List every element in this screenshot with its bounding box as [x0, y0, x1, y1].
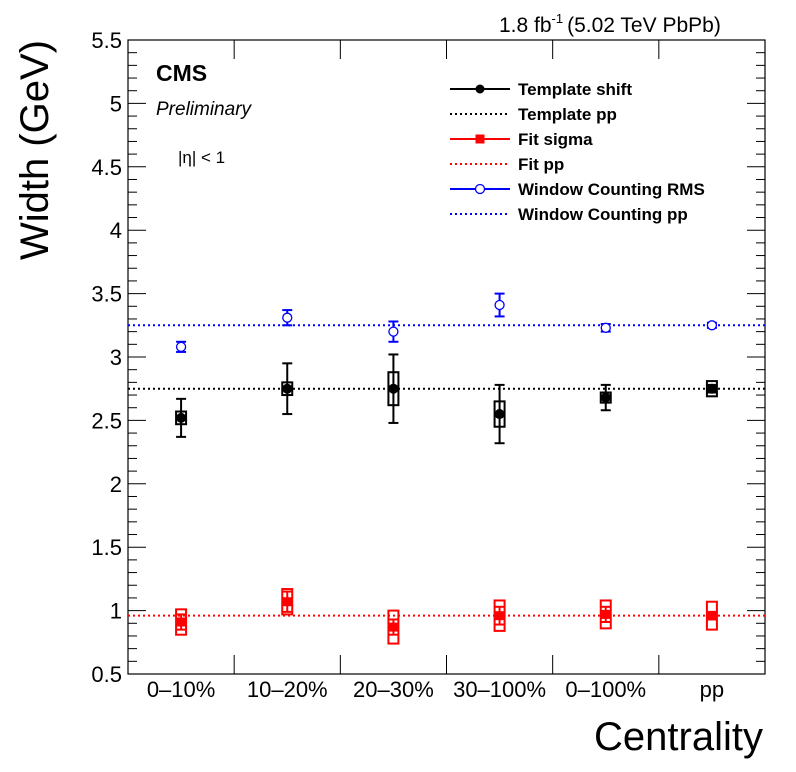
y-axis-ticks: 0.5 1 1.5 2 2.5 3 3.5 4 4.5 5 5.5 — [91, 28, 765, 687]
y-tick-label: 0.5 — [91, 662, 122, 687]
data-point — [494, 409, 505, 420]
systematic-box — [387, 609, 400, 645]
y-tick-label: 4 — [110, 218, 122, 243]
systematic-box — [599, 599, 612, 630]
x-tick-label: 30–100% — [453, 677, 546, 702]
legend-marker — [475, 84, 485, 94]
data-point — [495, 611, 505, 621]
data-point — [707, 611, 717, 621]
legend-marker — [475, 134, 485, 144]
legend-label: Template shift — [518, 80, 632, 99]
header-lumi: 1.8 fb-1 (5.02 TeV PbPb) — [499, 11, 721, 37]
x-tick-label: pp — [700, 677, 724, 702]
data-point — [388, 326, 399, 337]
data-point — [388, 622, 398, 632]
plot-frame — [127, 39, 766, 675]
x-tick-label: 0–10% — [147, 677, 216, 702]
data-point — [282, 312, 293, 323]
y-tick-label: 2 — [110, 472, 122, 497]
data-point — [388, 383, 399, 394]
header-energy: (5.02 TeV PbPb) — [567, 14, 721, 37]
systematic-box — [175, 608, 188, 636]
legend-label: Window Counting RMS — [518, 180, 705, 199]
legend-marker — [474, 183, 486, 195]
data-point — [176, 412, 187, 423]
y-tick-label: 1 — [110, 599, 122, 624]
x-axis-ticks: 0–10% 10–20% 20–30% 30–100% 0–100% pp — [147, 40, 724, 702]
legend-label: Fit sigma — [518, 130, 593, 149]
legend: Template shift Template pp Fit sigma Fit pp… — [450, 80, 705, 224]
data-point — [601, 609, 611, 619]
data-point — [175, 341, 187, 353]
selection-label: |η| < 1 — [178, 148, 225, 167]
data-point — [176, 617, 186, 627]
y-tick-label: 5.5 — [91, 28, 122, 53]
data-markers — [175, 299, 718, 632]
status-label: Preliminary — [156, 99, 253, 120]
x-axis-title: Centrality — [594, 715, 763, 759]
y-tick-label: 1.5 — [91, 535, 122, 560]
y-tick-label: 3.5 — [91, 282, 122, 307]
systematic-error-boxes — [175, 371, 718, 645]
systematic-box — [281, 588, 294, 616]
y-tick-label: 3 — [110, 345, 122, 370]
experiment-label: CMS — [156, 60, 207, 86]
systematic-box — [705, 600, 718, 631]
data-point — [600, 392, 611, 403]
statistical-error-bars — [176, 292, 717, 636]
header-lumi-exponent: -1 — [552, 11, 564, 26]
x-tick-label: 10–20% — [247, 677, 328, 702]
header-lumi-value: 1.8 fb — [499, 14, 552, 37]
y-tick-label: 5 — [110, 91, 122, 116]
legend-label: Window Counting pp — [518, 205, 688, 224]
x-tick-label: 0–100% — [565, 677, 646, 702]
data-point — [494, 299, 505, 311]
y-axis-title: Width (GeV) — [13, 40, 57, 260]
data-point — [600, 322, 611, 333]
x-tick-label: 20–30% — [353, 677, 434, 702]
legend-label: Fit pp — [518, 155, 564, 174]
data-point — [282, 597, 292, 607]
y-tick-label: 2.5 — [91, 408, 122, 433]
systematic-box — [493, 599, 506, 632]
legend-label: Template pp — [518, 105, 617, 124]
y-tick-label: 4.5 — [91, 155, 122, 180]
data-point — [282, 383, 293, 394]
data-point — [706, 383, 717, 394]
reference-lines — [128, 324, 765, 617]
data-point — [706, 320, 718, 331]
